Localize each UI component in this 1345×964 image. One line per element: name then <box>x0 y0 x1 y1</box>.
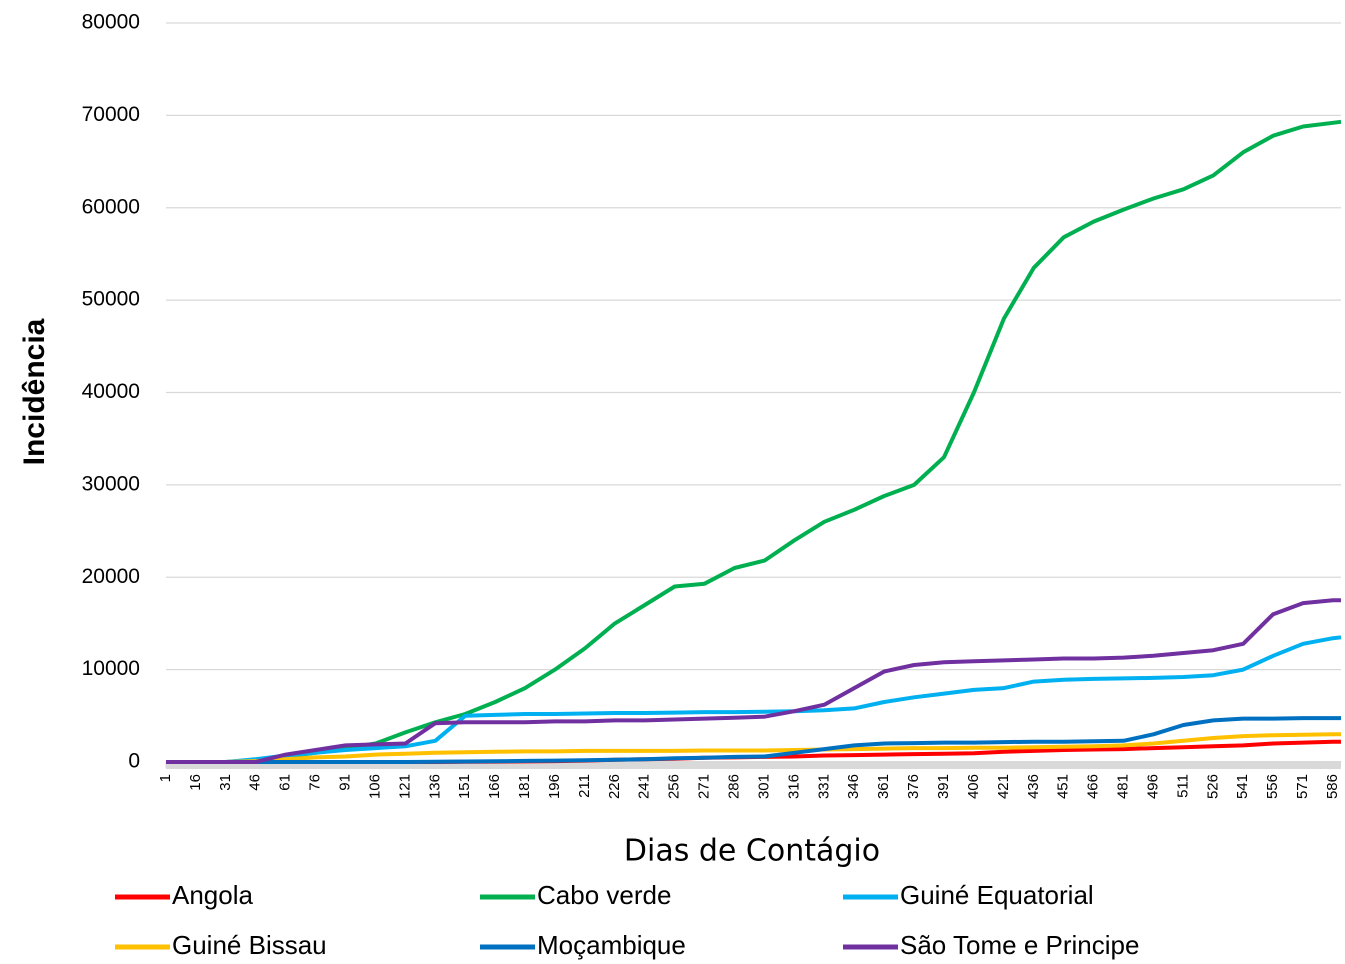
y-tick-label: 80000 <box>82 11 140 34</box>
x-tick-label: 91 <box>337 774 354 791</box>
x-tick-label: 46 <box>247 774 264 791</box>
y-tick-label: 20000 <box>82 565 140 588</box>
x-tick-label: 526 <box>1204 774 1221 799</box>
x-tick-label: 16 <box>187 774 204 791</box>
x-tick-label: 361 <box>875 774 892 799</box>
x-tick-label: 406 <box>965 774 982 799</box>
legend-label: Angola <box>172 880 253 910</box>
x-tick-label: 1 <box>157 774 174 782</box>
x-tick-label: 316 <box>785 774 802 799</box>
x-tick-label: 346 <box>845 774 862 799</box>
x-tick-label: 61 <box>277 774 294 791</box>
x-tick-label: 586 <box>1324 774 1341 799</box>
series-line <box>166 732 1341 764</box>
x-tick-label: 286 <box>726 774 743 799</box>
x-tick-label: 241 <box>636 774 653 799</box>
y-tick-label: 60000 <box>82 195 140 218</box>
x-tick-label: 151 <box>456 774 473 799</box>
x-tick-label: 121 <box>396 774 413 799</box>
legend-label: Moçambique <box>537 930 686 960</box>
x-tick-label: 181 <box>516 774 533 799</box>
x-tick-label: 271 <box>696 774 713 799</box>
x-tick-label: 331 <box>815 774 832 799</box>
series-line <box>166 119 1342 764</box>
x-tick-label: 436 <box>1025 774 1042 799</box>
x-tick-label: 31 <box>217 774 234 791</box>
x-tick-label: 391 <box>935 774 952 799</box>
y-tick-label: 40000 <box>82 380 140 403</box>
x-tick-label: 196 <box>546 774 563 799</box>
x-tick-label: 301 <box>755 774 772 799</box>
x-axis-label: Dias de Contágio <box>624 834 880 869</box>
x-tick-label: 166 <box>486 774 503 799</box>
legend-label: Guiné Equatorial <box>900 880 1094 910</box>
x-tick-label: 496 <box>1144 774 1161 799</box>
x-tick-label: 541 <box>1234 774 1251 799</box>
y-tick-label: 50000 <box>82 288 140 311</box>
y-tick-label: 0 <box>128 750 140 773</box>
y-axis-label: Incidência <box>18 318 51 465</box>
x-tick-label: 256 <box>666 774 683 799</box>
x-tick-label: 466 <box>1085 774 1102 799</box>
x-tick-label: 511 <box>1174 774 1191 798</box>
x-tick-label: 571 <box>1294 774 1311 799</box>
x-tick-label: 226 <box>606 774 623 799</box>
x-tick-label: 211 <box>576 774 593 798</box>
y-tick-label: 70000 <box>82 103 140 126</box>
x-tick-label: 556 <box>1264 774 1281 799</box>
series-line <box>166 635 1342 764</box>
x-tick-label: 481 <box>1115 774 1132 799</box>
x-tick-label: 136 <box>426 774 443 799</box>
x-tick-label: 451 <box>1055 774 1072 799</box>
x-tick-label: 106 <box>366 774 383 799</box>
legend-label: Cabo verde <box>537 880 671 910</box>
legend-label: Guiné Bissau <box>172 930 327 960</box>
series-line <box>166 716 1341 764</box>
y-tick-label: 10000 <box>82 657 140 680</box>
legend-label: São Tome e Principe <box>900 930 1139 960</box>
x-tick-label: 376 <box>905 774 922 799</box>
x-axis-band <box>166 761 1341 769</box>
y-tick-label: 30000 <box>82 472 140 495</box>
x-tick-label: 76 <box>307 774 324 791</box>
x-tick-label: 421 <box>995 774 1012 799</box>
series-line <box>166 598 1341 764</box>
